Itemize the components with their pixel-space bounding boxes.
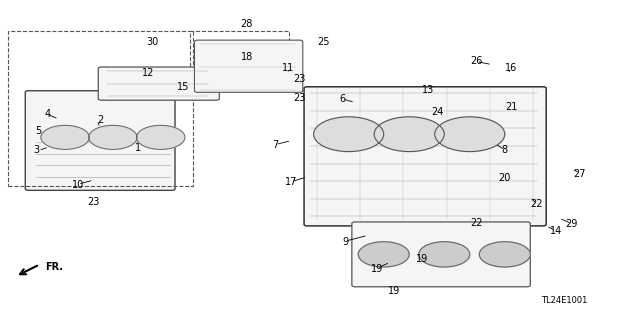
Text: 7: 7 — [272, 140, 278, 150]
Text: 4: 4 — [44, 109, 51, 119]
Text: 22: 22 — [531, 199, 543, 209]
Text: 26: 26 — [470, 56, 483, 66]
Text: 12: 12 — [142, 68, 154, 78]
Circle shape — [419, 242, 470, 267]
Text: 8: 8 — [502, 145, 508, 155]
Text: 3: 3 — [33, 145, 40, 155]
Text: 25: 25 — [317, 38, 330, 48]
Circle shape — [435, 117, 505, 152]
Text: 19: 19 — [388, 286, 401, 296]
Bar — [8, 32, 193, 186]
Text: 15: 15 — [177, 82, 189, 92]
Circle shape — [479, 242, 531, 267]
Text: 19: 19 — [416, 254, 428, 264]
Text: 9: 9 — [342, 237, 349, 247]
Text: 2: 2 — [97, 115, 103, 125]
Text: 18: 18 — [241, 52, 253, 62]
Text: 5: 5 — [35, 126, 42, 136]
Text: 16: 16 — [505, 63, 517, 73]
Text: 13: 13 — [422, 85, 435, 95]
FancyBboxPatch shape — [195, 40, 303, 92]
Text: 27: 27 — [573, 169, 586, 179]
Text: 23: 23 — [88, 197, 100, 207]
Text: 29: 29 — [566, 219, 578, 229]
Text: 23: 23 — [292, 93, 305, 103]
Text: 19: 19 — [371, 263, 383, 274]
Circle shape — [358, 242, 409, 267]
Text: 21: 21 — [505, 102, 517, 112]
Text: 24: 24 — [432, 107, 444, 117]
Circle shape — [41, 125, 90, 149]
Text: 17: 17 — [285, 177, 298, 187]
Bar — [190, 32, 289, 90]
FancyBboxPatch shape — [99, 67, 220, 100]
FancyBboxPatch shape — [26, 91, 175, 190]
Circle shape — [136, 125, 185, 149]
Text: 22: 22 — [470, 218, 483, 228]
Circle shape — [89, 125, 137, 149]
Text: 11: 11 — [282, 63, 294, 73]
Circle shape — [314, 117, 384, 152]
Text: 1: 1 — [135, 144, 141, 153]
FancyBboxPatch shape — [304, 87, 546, 226]
Text: 30: 30 — [147, 38, 159, 48]
Text: 14: 14 — [550, 226, 562, 236]
Text: 28: 28 — [241, 19, 253, 28]
Text: FR.: FR. — [45, 262, 63, 272]
Text: 23: 23 — [292, 74, 305, 84]
Text: TL24E1001: TL24E1001 — [541, 296, 588, 305]
FancyBboxPatch shape — [352, 222, 531, 287]
Text: 6: 6 — [339, 94, 346, 104]
Text: 10: 10 — [72, 180, 84, 190]
Text: 20: 20 — [499, 174, 511, 183]
Circle shape — [374, 117, 444, 152]
